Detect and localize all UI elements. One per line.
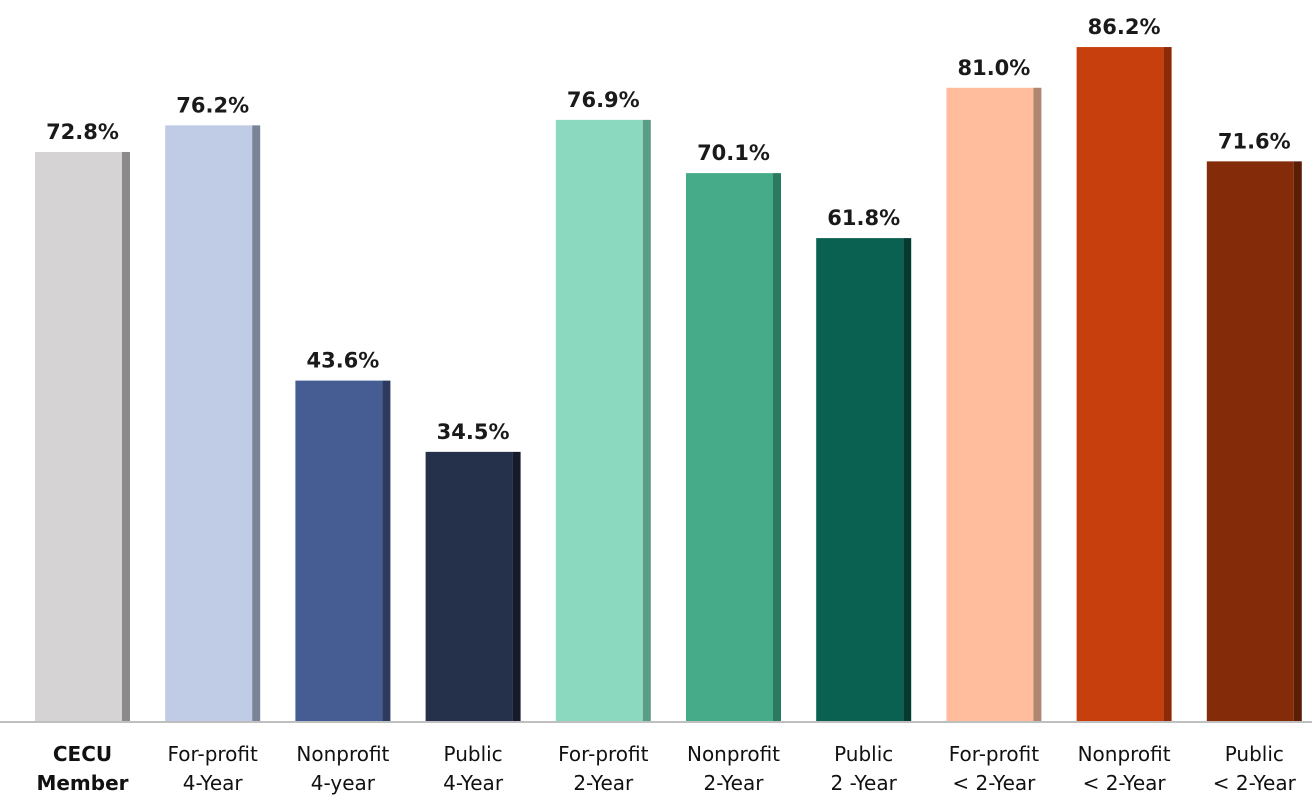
category-label-6: Public 2 -Year xyxy=(831,742,898,795)
category-label-9: Public < 2-Year xyxy=(1213,742,1297,795)
category-label-1: For-profit 4-Year xyxy=(168,742,259,795)
category-label-8: Nonprofit < 2-Year xyxy=(1078,742,1171,795)
bar-edge-5 xyxy=(773,173,781,722)
bar-edge-8 xyxy=(1163,47,1172,722)
bar-edge-4 xyxy=(642,119,651,723)
bar-edge-1 xyxy=(252,125,261,722)
value-label-4: 76.9% xyxy=(567,88,640,112)
value-label-9: 71.6% xyxy=(1218,129,1291,153)
value-label-5: 70.1% xyxy=(697,141,770,165)
value-label-2: 43.6% xyxy=(306,349,379,373)
bar-6 xyxy=(816,238,904,722)
category-labels-group: CECU Member For-profit 4-Year Nonprofit 4-yea… xyxy=(36,742,1296,795)
category-label-2: Nonprofit 4-year xyxy=(296,742,389,795)
bar-edge-6 xyxy=(903,238,912,722)
value-labels-group: 72.8% 76.2% 43.6% 34.5% 76.9% 70.1% 61.8% 81.0%… xyxy=(46,15,1291,444)
category-label-7: For-profit < 2-Year xyxy=(949,742,1040,795)
bar-4 xyxy=(555,119,643,723)
value-label-1: 76.2% xyxy=(176,93,249,117)
bar-7 xyxy=(946,87,1034,722)
category-label-4: For-profit 2-Year xyxy=(558,742,649,795)
category-label-5: Nonprofit 2-Year xyxy=(687,742,780,795)
category-label-3: Public 4-Year xyxy=(443,742,504,795)
bar-edge-9 xyxy=(1293,161,1302,722)
bar-3 xyxy=(425,451,513,722)
value-label-0: 72.8% xyxy=(46,120,119,144)
bar-edge-0 xyxy=(122,151,130,722)
category-label-0: CECU Member xyxy=(36,742,128,795)
bars-group xyxy=(35,47,1302,723)
value-label-6: 61.8% xyxy=(827,206,900,230)
bar-5 xyxy=(686,173,773,722)
value-label-8: 86.2% xyxy=(1088,15,1161,39)
bar-9 xyxy=(1206,161,1294,722)
bar-0 xyxy=(35,151,122,722)
bar-1 xyxy=(165,125,253,722)
bar-2 xyxy=(295,380,383,722)
bar-edge-7 xyxy=(1033,87,1042,722)
bar-edge-2 xyxy=(382,380,391,722)
value-label-3: 34.5% xyxy=(437,420,510,444)
bar-edge-3 xyxy=(512,451,521,722)
value-label-7: 81.0% xyxy=(957,56,1030,80)
bar-8 xyxy=(1076,47,1164,722)
